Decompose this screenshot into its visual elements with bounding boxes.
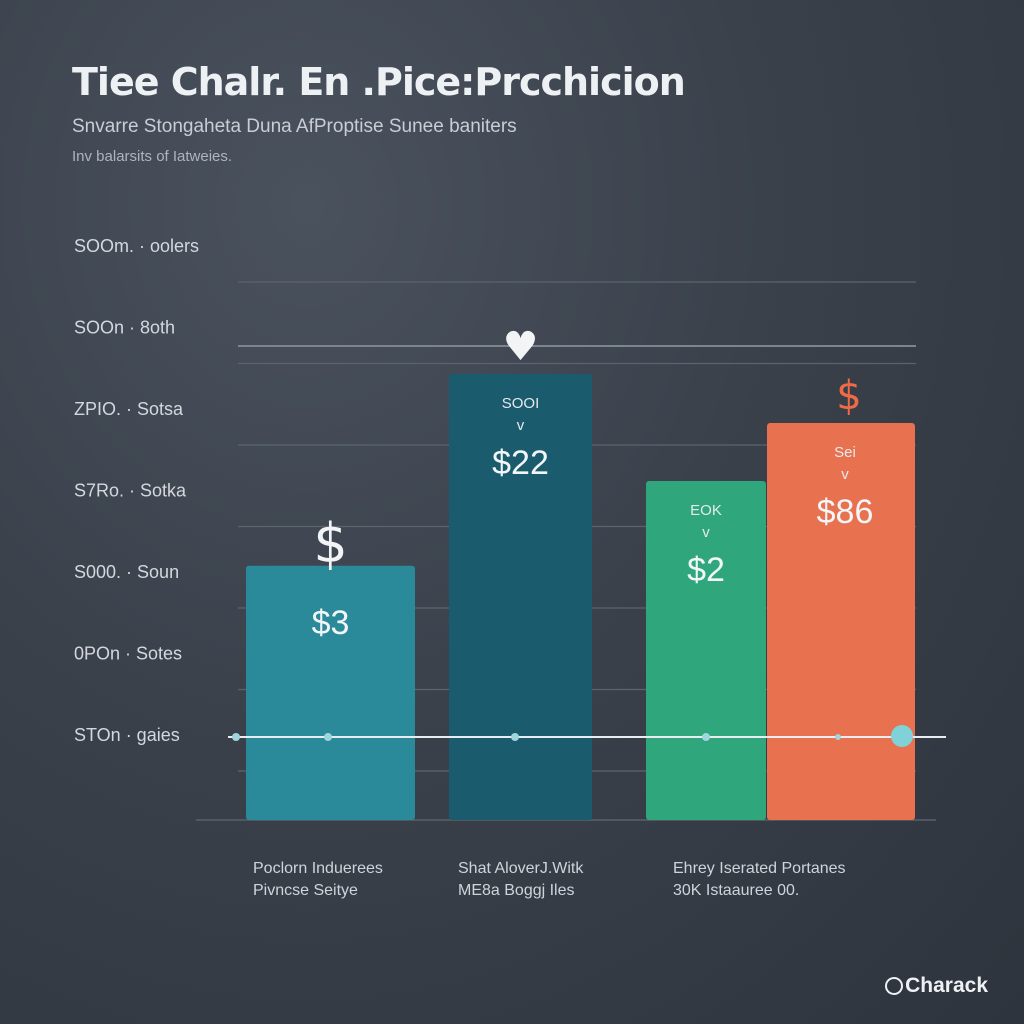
y-tick-label: SOOn · 8oth bbox=[74, 318, 175, 338]
category-line1: Poclorn Induerees bbox=[253, 860, 383, 877]
bar-value-label: $2 bbox=[687, 551, 725, 589]
reference-point bbox=[232, 733, 240, 741]
category-line2: Pivncse Seitye bbox=[253, 882, 358, 899]
chart-subtitle: Snvarre Stongaheta Duna AfProptise Sunee… bbox=[72, 116, 517, 137]
bar-sub-caret: v bbox=[841, 466, 849, 483]
reference-point bbox=[702, 733, 710, 741]
category-line2: 30K Istaauree 00. bbox=[673, 882, 800, 899]
bar-sub-caret: v bbox=[517, 417, 525, 434]
category-line1: Shat AloverJ.Witk bbox=[458, 860, 584, 877]
y-tick-label: SOOm. · oolers bbox=[74, 236, 199, 256]
bar-top-symbol: ♥ bbox=[503, 324, 539, 370]
y-tick-label: 0POn · Sotes bbox=[74, 644, 182, 664]
reference-point bbox=[835, 734, 841, 740]
bar bbox=[246, 565, 415, 820]
reference-point bbox=[511, 733, 519, 741]
y-tick-label: S000. · Soun bbox=[74, 562, 179, 582]
bar-sub-label: Sei bbox=[834, 444, 856, 461]
bar bbox=[646, 481, 766, 820]
bar-value-label: $22 bbox=[492, 444, 549, 482]
bar-value-label: $3 bbox=[312, 604, 350, 642]
category-label: Poclorn Induerees Pivncse Seitye bbox=[253, 858, 453, 902]
bar-top-symbol: $ bbox=[313, 512, 347, 575]
bar-value-label: $86 bbox=[817, 493, 874, 531]
category-line1: Ehrey Iserated Portanes bbox=[673, 860, 846, 877]
y-tick-label: ZPIO. · Sotsa bbox=[74, 399, 184, 419]
chart-note: Inv balarsits of Iatweies. bbox=[72, 148, 233, 165]
bar-sub-caret: v bbox=[702, 524, 710, 541]
brand-name: Charack bbox=[905, 974, 988, 997]
reference-point bbox=[324, 733, 332, 741]
y-tick-label: STOn · gaies bbox=[74, 725, 180, 745]
reference-point-large bbox=[891, 725, 913, 747]
bar bbox=[449, 374, 592, 820]
y-tick-label: S7Ro. · Sotka bbox=[74, 481, 187, 501]
category-line2: ME8a Boggj Iles bbox=[458, 882, 575, 899]
brand-logo: Charack bbox=[885, 974, 988, 998]
bar-top-symbol: $ bbox=[836, 373, 861, 419]
category-label: Shat AloverJ.Witk ME8a Boggj Iles bbox=[458, 858, 658, 902]
brand-circle-icon bbox=[885, 977, 904, 995]
bar-sub-label: EOK bbox=[690, 502, 722, 519]
chart-title: Tiee Chalr. En .Pice:Prcchicion bbox=[72, 60, 686, 104]
bar bbox=[767, 423, 915, 820]
category-label: Ehrey Iserated Portanes 30K Istaauree 00… bbox=[673, 858, 873, 902]
bar-sub-label: SOOI bbox=[502, 395, 540, 412]
